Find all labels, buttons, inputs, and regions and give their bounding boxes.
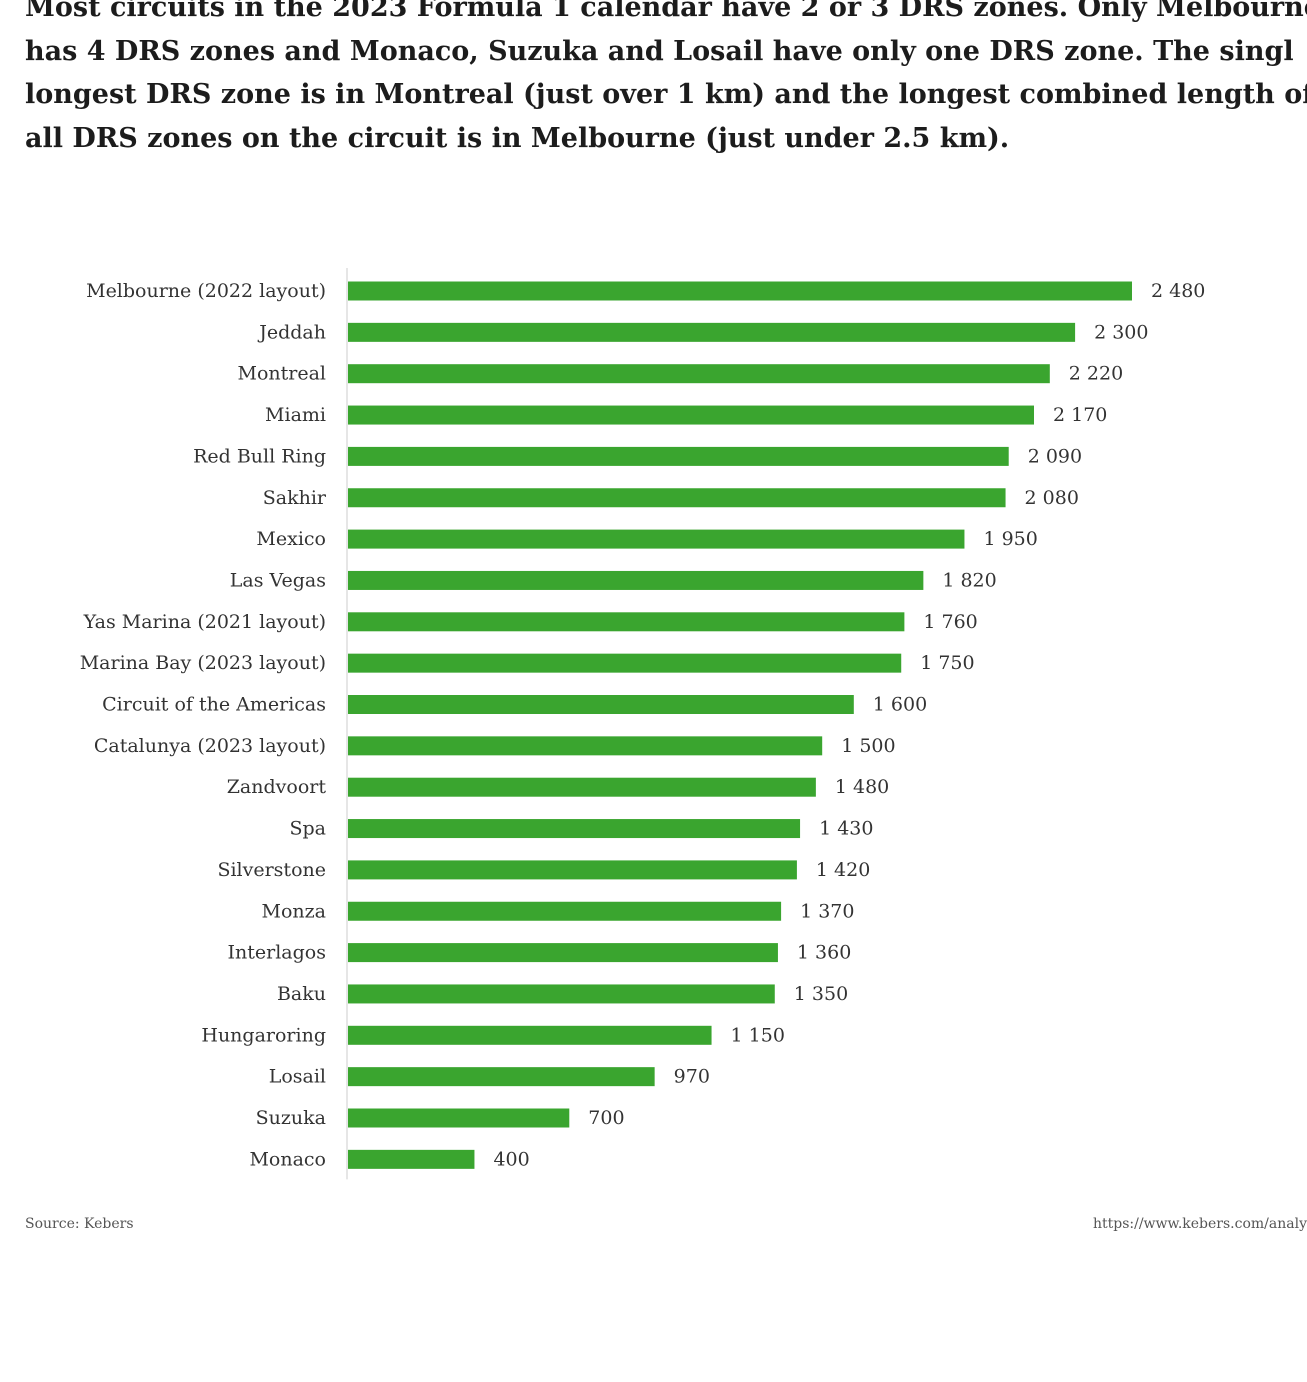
intro-line-1: Most circuits in the 2023 Formula 1 cale… [25, 0, 1307, 23]
bar [348, 446, 1009, 466]
bar [348, 322, 1076, 342]
bar [348, 653, 902, 673]
value-label: 1 420 [816, 859, 870, 881]
bar [348, 570, 924, 590]
category-label: Jeddah [257, 321, 326, 343]
intro-text: Most circuits in the 2023 Formula 1 cale… [25, 0, 1307, 160]
intro-line-3: longest DRS zone is in Montreal (just ov… [25, 79, 1307, 110]
value-label: 2 080 [1025, 487, 1079, 509]
category-label: Red Bull Ring [193, 445, 326, 467]
bar [348, 1149, 475, 1169]
bar [348, 529, 965, 549]
value-label: 1 430 [819, 818, 873, 840]
value-label: 1 820 [942, 569, 996, 591]
value-label: 1 480 [835, 776, 889, 798]
category-label: Monaco [249, 1148, 326, 1170]
value-label: 1 950 [983, 528, 1037, 550]
bar [348, 901, 782, 921]
value-label: 2 170 [1053, 404, 1107, 426]
category-label: Monza [262, 900, 326, 922]
category-label: Melbourne (2022 layout) [86, 280, 326, 302]
category-label: Silverstone [217, 859, 326, 881]
bar [348, 1108, 570, 1128]
bar [348, 488, 1006, 508]
value-label: 970 [674, 1066, 710, 1088]
value-label: 1 360 [797, 942, 851, 964]
category-label: Interlagos [228, 942, 326, 964]
category-label: Miami [265, 404, 326, 426]
bar [348, 364, 1050, 384]
bar [348, 612, 905, 632]
value-label: 2 300 [1094, 321, 1148, 343]
bar [348, 819, 801, 839]
value-label: 1 760 [923, 611, 977, 633]
value-label: 1 370 [800, 900, 854, 922]
value-label: 1 500 [841, 735, 895, 757]
drs-length-bar-chart: Melbourne (2022 layout) 2 480 Jeddah 2 300 M… [80, 268, 1205, 1180]
intro-line-2: has 4 DRS zones and Monaco, Suzuka and L… [25, 35, 1294, 67]
category-label: Zandvoort [227, 776, 327, 798]
value-label: 2 220 [1069, 363, 1123, 385]
value-label: 1 350 [794, 983, 848, 1005]
value-label: 2 480 [1151, 280, 1205, 302]
bar [348, 860, 797, 880]
category-label: Yas Marina (2021 layout) [83, 611, 326, 633]
bar [348, 1067, 655, 1087]
category-label: Catalunya (2023 layout) [94, 735, 326, 757]
category-label: Baku [277, 983, 326, 1005]
bar [348, 984, 775, 1004]
bar [348, 281, 1132, 301]
bar [348, 943, 778, 963]
category-label: Suzuka [256, 1107, 326, 1129]
category-label: Las Vegas [230, 569, 326, 591]
category-label: Circuit of the Americas [102, 694, 326, 716]
bar [348, 405, 1034, 425]
value-label: 2 090 [1028, 445, 1082, 467]
value-label: 1 150 [731, 1024, 785, 1046]
category-label: Spa [289, 818, 326, 840]
value-label: 1 750 [920, 652, 974, 674]
bar [348, 777, 816, 797]
category-label: Montreal [238, 363, 327, 385]
category-label: Mexico [256, 528, 326, 550]
category-label: Losail [269, 1066, 326, 1088]
value-label: 400 [493, 1148, 529, 1170]
source-note: Source: Kebers [25, 1216, 134, 1232]
source-url[interactable]: https://www.kebers.com/analy [1092, 1216, 1307, 1232]
bar [348, 695, 854, 714]
intro-line-4: all DRS zones on the circuit is in Melbo… [25, 122, 1010, 154]
category-label: Marina Bay (2023 layout) [80, 652, 326, 674]
bar [348, 1025, 712, 1045]
category-label: Sakhir [263, 487, 327, 509]
value-label: 700 [588, 1107, 624, 1129]
value-label: 1 600 [873, 694, 927, 716]
bar [348, 736, 823, 756]
category-label: Hungaroring [201, 1024, 326, 1046]
